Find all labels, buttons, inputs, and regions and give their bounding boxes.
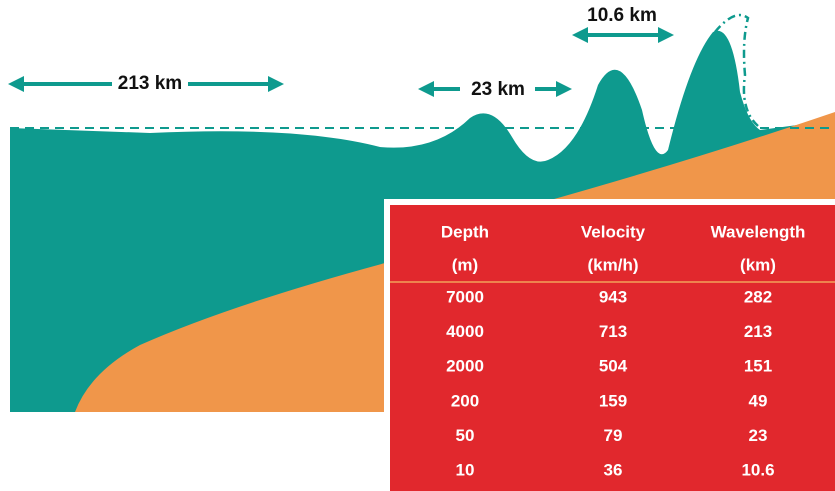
table-cell: 943 bbox=[599, 287, 627, 306]
table-cell: 7000 bbox=[446, 287, 484, 306]
table-cell: 23 bbox=[749, 426, 768, 445]
header-unit: (km) bbox=[740, 255, 776, 274]
distance-label: 10.6 km bbox=[587, 5, 657, 26]
table-cell: 36 bbox=[604, 460, 623, 479]
table-cell: 504 bbox=[599, 357, 628, 376]
crest-outline bbox=[714, 13, 759, 127]
distance-label: 213 km bbox=[118, 73, 182, 94]
table-cell: 200 bbox=[451, 391, 479, 410]
table-panel bbox=[390, 205, 835, 491]
table-cell: 10.6 bbox=[741, 460, 774, 479]
table-cell: 159 bbox=[599, 391, 627, 410]
table-cell: 213 bbox=[744, 322, 772, 341]
header-name: Depth bbox=[441, 222, 489, 241]
table-cell: 2000 bbox=[446, 357, 484, 376]
header-unit: (km/h) bbox=[588, 255, 639, 274]
table-cell: 49 bbox=[749, 391, 768, 410]
table-cell: 151 bbox=[744, 357, 772, 376]
table-cell: 10 bbox=[456, 460, 475, 479]
table-cell: 713 bbox=[599, 322, 627, 341]
header-name: Wavelength bbox=[711, 222, 806, 241]
header-name: Velocity bbox=[581, 222, 646, 241]
table-cell: 282 bbox=[744, 287, 772, 306]
table-cell: 79 bbox=[604, 426, 623, 445]
table-cell: 4000 bbox=[446, 322, 484, 341]
table: Depth (m) Velocity (km/h) Wavelength (km) 7000… bbox=[441, 222, 805, 479]
header-unit: (m) bbox=[452, 255, 478, 274]
arrows bbox=[8, 27, 674, 97]
distance-label: 23 km bbox=[471, 79, 525, 100]
table-cell: 50 bbox=[456, 426, 475, 445]
